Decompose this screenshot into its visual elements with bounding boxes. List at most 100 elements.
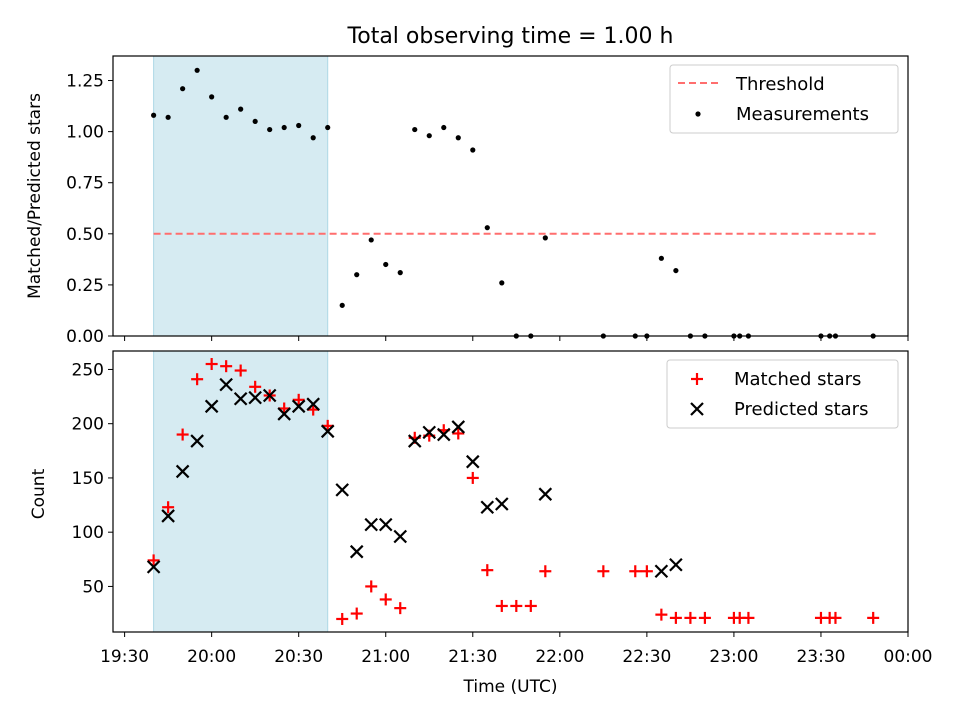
x-tick-label: 23:30 xyxy=(796,647,845,667)
matched-point xyxy=(669,611,682,624)
predicted-point xyxy=(233,391,248,406)
matched-point xyxy=(234,364,247,377)
y-tick-label: 100 xyxy=(72,523,104,543)
measurement-point xyxy=(354,272,360,278)
top-legend: Threshold Measurements xyxy=(669,64,899,134)
predicted-point xyxy=(146,560,161,574)
matched-point xyxy=(379,593,392,606)
matched-point xyxy=(249,380,262,393)
legend-matched-swatch xyxy=(691,373,703,385)
matched-point xyxy=(365,580,378,593)
measurement-point xyxy=(180,86,186,92)
top-panel: 0.00 0.25 0.50 0.75 1.00 1.25 Matched/Predict… xyxy=(25,55,909,347)
matched-point xyxy=(829,611,842,624)
predicted-point xyxy=(190,434,204,448)
predicted-point xyxy=(495,497,509,511)
measurement-point xyxy=(368,237,374,243)
y-tick-label: 0.25 xyxy=(66,276,104,296)
legend-matched-label: Matched stars xyxy=(734,369,861,390)
matched-point xyxy=(191,373,204,386)
matched-point xyxy=(292,393,305,406)
matched-point xyxy=(640,565,653,578)
y-tick-label: 1.00 xyxy=(66,123,104,143)
observing-span xyxy=(153,55,329,337)
legend-predicted-swatch xyxy=(690,402,704,416)
measurement-point xyxy=(470,147,476,153)
matched-point xyxy=(539,565,552,578)
x-tick-label: 23:00 xyxy=(709,647,758,667)
predicted-point xyxy=(422,425,437,440)
matched-point xyxy=(495,599,508,612)
predicted-point xyxy=(480,500,495,515)
predicted-point xyxy=(669,557,683,572)
predicted-point xyxy=(654,564,669,579)
predicted-point xyxy=(248,390,262,405)
y-tick-label: 1.25 xyxy=(66,72,104,92)
matched-point xyxy=(597,565,610,578)
predicted-point xyxy=(538,487,553,501)
legend-threshold-label: Threshold xyxy=(735,74,825,95)
measurement-point xyxy=(296,122,302,129)
matched-point xyxy=(510,599,523,612)
predicted-point xyxy=(451,420,466,434)
measurement-point xyxy=(484,225,490,231)
matched-point xyxy=(336,612,349,625)
matched-point xyxy=(147,554,160,567)
x-tick-label: 22:00 xyxy=(535,647,584,667)
x-tick-label: 19:30 xyxy=(100,647,149,667)
matched-point xyxy=(162,501,175,514)
matched-point xyxy=(176,428,189,441)
measurement-point xyxy=(151,112,157,118)
bottom-panel: 19:30 20:00 20:30 21:00 21:30 22:00 22:30 23:00… xyxy=(29,350,933,697)
measurement-point xyxy=(412,126,418,133)
matched-point xyxy=(524,599,537,612)
matched-point xyxy=(698,611,711,624)
matched-point xyxy=(684,611,697,624)
measurement-point xyxy=(252,118,258,125)
measurement-point xyxy=(499,280,505,286)
x-tick-label: 22:30 xyxy=(622,647,671,667)
bottom-legend: Matched stars Predicted stars xyxy=(666,359,899,429)
bottom-plot-frame xyxy=(112,350,909,633)
matched-point xyxy=(394,602,407,615)
y-tick-label: 0.00 xyxy=(66,327,104,347)
measurement-point xyxy=(281,124,287,131)
matched-point xyxy=(205,358,218,371)
measurement-point xyxy=(165,114,171,120)
measurement-point xyxy=(455,135,461,141)
predicted-point xyxy=(291,399,306,414)
legend-measurements-label: Measurements xyxy=(736,104,869,125)
y-tick-label: 0.75 xyxy=(66,174,104,194)
bottom-axis-ticks: 19:30 20:00 20:30 21:00 21:30 22:00 22:30 23:00… xyxy=(72,360,933,667)
x-tick-label: 20:30 xyxy=(274,647,323,667)
x-axis-label: Time (UTC) xyxy=(463,677,558,697)
predicted-point xyxy=(466,454,480,469)
measurement-point xyxy=(658,255,664,261)
predicted-point xyxy=(175,464,190,479)
measurement-point xyxy=(383,261,389,268)
predicted-point xyxy=(349,544,364,559)
top-y-label: Matched/Predicted stars xyxy=(25,93,45,299)
measurement-point xyxy=(223,114,229,120)
measurement-point xyxy=(238,106,244,112)
matched-point xyxy=(742,611,755,624)
measurement-point xyxy=(209,94,215,100)
matched-point xyxy=(350,607,363,620)
measurement-point xyxy=(426,133,432,139)
y-tick-label: 0.50 xyxy=(66,225,104,245)
measurement-point xyxy=(267,126,273,133)
predicted-point xyxy=(277,407,291,421)
matched-point xyxy=(481,564,494,577)
predicted-point xyxy=(204,399,219,414)
y-tick-label: 150 xyxy=(72,469,104,489)
y-tick-label: 200 xyxy=(72,415,104,435)
top-axis-ticks: 0.00 0.25 0.50 0.75 1.00 1.25 xyxy=(66,72,909,347)
measurement-point xyxy=(325,124,331,131)
measurement-point xyxy=(194,67,200,73)
measurement-point xyxy=(310,135,316,141)
measurement-point xyxy=(542,235,548,241)
matched-point xyxy=(466,471,479,484)
matched-point xyxy=(452,427,465,440)
observing-span-band xyxy=(153,350,329,633)
